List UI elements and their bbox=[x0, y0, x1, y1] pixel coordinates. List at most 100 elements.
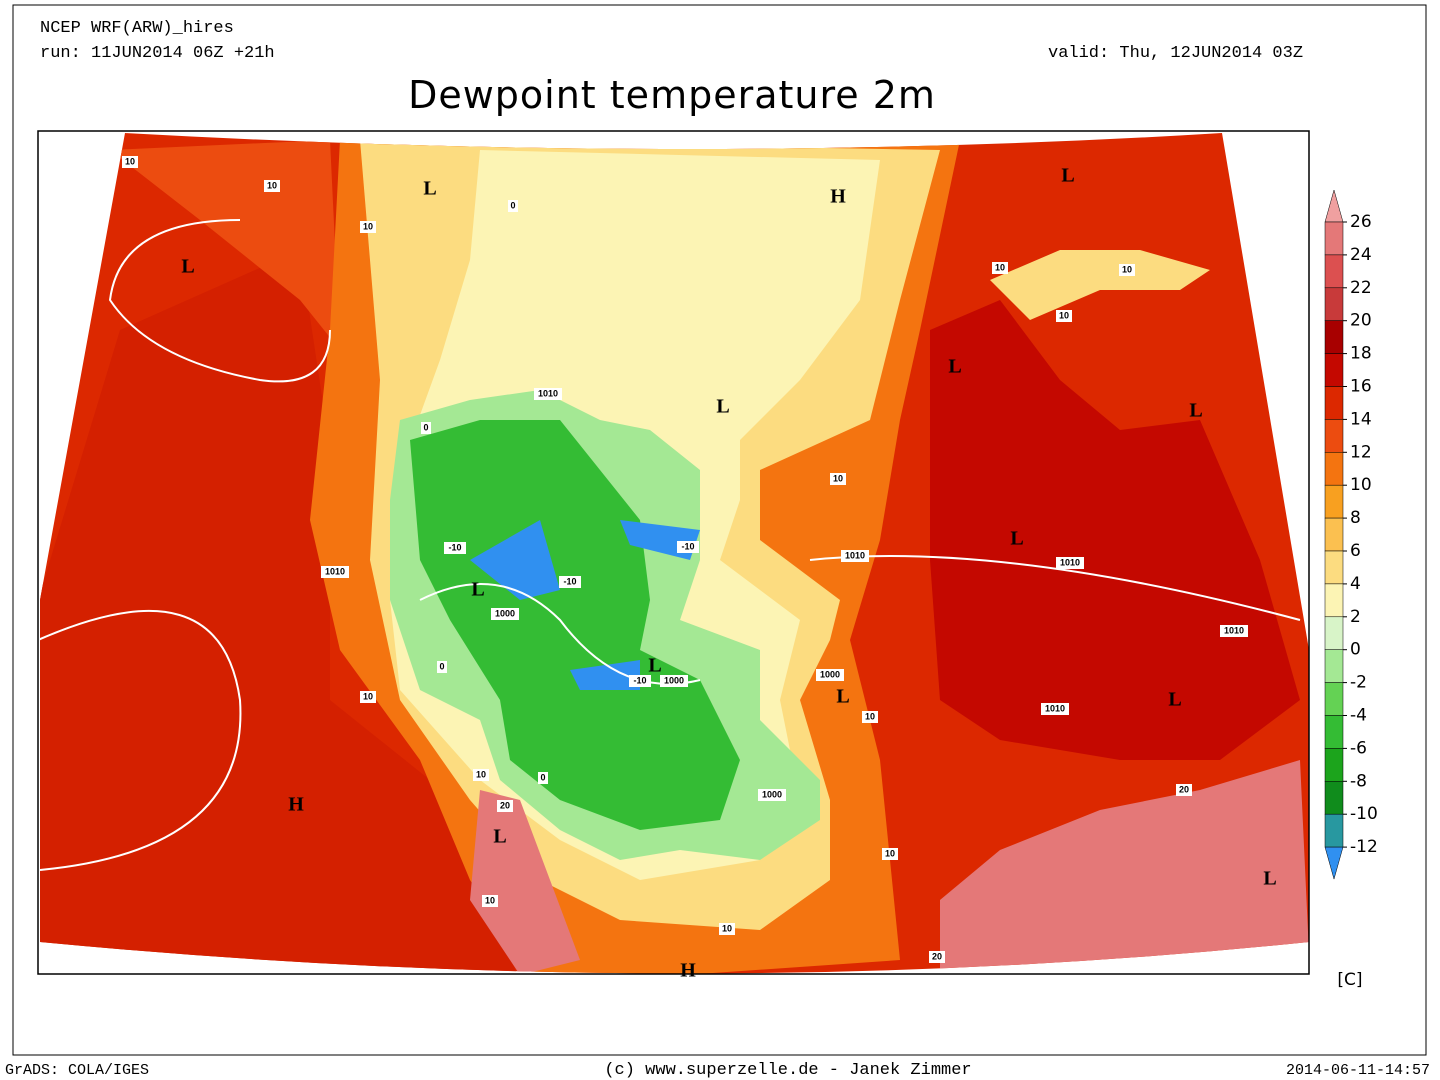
pressure-center: H bbox=[288, 794, 304, 816]
colorbar-label: -8 bbox=[1350, 771, 1367, 791]
footer-center: (c) www.superzelle.de - Janek Zimmer bbox=[604, 1061, 971, 1080]
colorbar-band bbox=[1324, 320, 1344, 354]
map-title: Dewpoint temperature 2m bbox=[408, 73, 936, 117]
contour-label-box bbox=[497, 800, 513, 812]
contour-label-box bbox=[491, 608, 519, 620]
field-pink bbox=[470, 760, 1309, 974]
pressure-center: L bbox=[471, 579, 484, 601]
colorbar-band bbox=[1324, 484, 1344, 519]
ocean-field bbox=[40, 250, 520, 974]
contour-label: 10 bbox=[363, 691, 373, 701]
contour-label-box bbox=[882, 848, 898, 860]
colorbar-band bbox=[1324, 748, 1344, 782]
colorbar-label: -10 bbox=[1350, 804, 1378, 824]
contour-label-box bbox=[508, 200, 518, 212]
colorbar-label: 6 bbox=[1350, 541, 1361, 561]
contour-label-box bbox=[841, 550, 869, 562]
colorbar-band bbox=[1324, 583, 1344, 618]
isobar bbox=[108, 219, 331, 383]
contour-label: 10 bbox=[1122, 264, 1132, 274]
pressure-center: L bbox=[1061, 165, 1074, 187]
contour-label-box bbox=[992, 262, 1008, 274]
field-green bbox=[410, 420, 740, 830]
map-field bbox=[40, 133, 1309, 974]
pressure-center: L bbox=[493, 826, 506, 848]
contour-label: 1000 bbox=[762, 789, 782, 799]
contour-label-box bbox=[444, 542, 466, 554]
colorbar-band bbox=[1324, 287, 1344, 321]
contour-label: 1010 bbox=[325, 566, 345, 576]
contour-label: 10 bbox=[125, 156, 135, 166]
colorbar-band bbox=[1324, 715, 1344, 749]
contour-label-box bbox=[473, 769, 489, 781]
colorbar-label: 10 bbox=[1350, 475, 1372, 495]
contour-label-box bbox=[1119, 264, 1135, 276]
colorbar-label: 2 bbox=[1350, 607, 1361, 627]
colorbar-band bbox=[1324, 682, 1344, 716]
isobar bbox=[419, 583, 701, 685]
field-nw bbox=[110, 140, 340, 350]
contour-label-box bbox=[360, 221, 376, 233]
colorbar-label: -4 bbox=[1350, 706, 1367, 726]
contour-label: 10 bbox=[833, 473, 843, 483]
colorbar-label: 22 bbox=[1350, 278, 1372, 298]
colorbar-label: 26 bbox=[1350, 212, 1372, 232]
pressure-center: L bbox=[648, 655, 661, 677]
contour-label: 1000 bbox=[820, 669, 840, 679]
contour-label-box bbox=[437, 661, 447, 673]
footer-left: GrADS: COLA/IGES bbox=[5, 1062, 149, 1079]
contour-label: 10 bbox=[1059, 310, 1069, 320]
contour-label-box bbox=[360, 691, 376, 703]
field-blue bbox=[470, 520, 700, 690]
colorbar-label: 24 bbox=[1350, 245, 1372, 265]
contour-label: 10 bbox=[363, 221, 373, 231]
colorbar-band bbox=[1324, 616, 1344, 650]
contour-label: 1000 bbox=[495, 608, 515, 618]
pressure-center: L bbox=[1168, 689, 1181, 711]
colorbar-label: 20 bbox=[1350, 311, 1372, 331]
pressure-center: L bbox=[423, 178, 436, 200]
pressure-center: L bbox=[948, 356, 961, 378]
colorbar-band bbox=[1324, 649, 1344, 683]
contour-label: 20 bbox=[1179, 784, 1189, 794]
colorbar-band bbox=[1324, 550, 1344, 585]
contour-label-box bbox=[482, 895, 498, 907]
contour-label: 0 bbox=[510, 200, 515, 210]
contour-label-box bbox=[719, 923, 735, 935]
colorbar-label: 14 bbox=[1350, 409, 1372, 429]
pressure-center: L bbox=[836, 686, 849, 708]
colorbar-label: -6 bbox=[1350, 738, 1367, 758]
colorbar-band bbox=[1324, 353, 1344, 387]
great-lakes bbox=[990, 250, 1210, 320]
colorbar-band bbox=[1324, 386, 1344, 420]
contour-label-box bbox=[629, 675, 651, 687]
colorbar-label: 12 bbox=[1350, 442, 1372, 462]
contour-label-box bbox=[816, 669, 844, 681]
colorbar-band bbox=[1324, 813, 1344, 848]
contour-label-box bbox=[534, 388, 562, 400]
contour-label: -10 bbox=[563, 576, 576, 586]
contour-label: 1010 bbox=[1224, 625, 1244, 635]
contour-label-box bbox=[660, 675, 688, 687]
contour-label: 20 bbox=[500, 800, 510, 810]
footer-right: 2014-06-11-14:57 bbox=[1286, 1062, 1430, 1079]
isobar bbox=[40, 610, 242, 871]
contour-label: -10 bbox=[633, 675, 646, 685]
contour-label: 0 bbox=[439, 661, 444, 671]
colorbar-band bbox=[1324, 254, 1344, 289]
contour-label: 10 bbox=[267, 180, 277, 190]
colorbar-unit: [C] bbox=[1337, 970, 1362, 990]
pressure-center: L bbox=[1189, 400, 1202, 422]
colorbar-band bbox=[1324, 419, 1344, 453]
colorbar-label: -2 bbox=[1350, 673, 1367, 693]
contour-label-box bbox=[1041, 703, 1069, 715]
contour-label: -10 bbox=[448, 542, 461, 552]
contour-label-box bbox=[264, 180, 280, 192]
colorbar-label: 18 bbox=[1350, 344, 1372, 364]
contour-label-box bbox=[538, 772, 548, 784]
contour-label-box bbox=[321, 566, 349, 578]
contour-label-box bbox=[122, 156, 138, 168]
contour-label: 0 bbox=[423, 422, 428, 432]
contour-label: 1010 bbox=[845, 550, 865, 560]
